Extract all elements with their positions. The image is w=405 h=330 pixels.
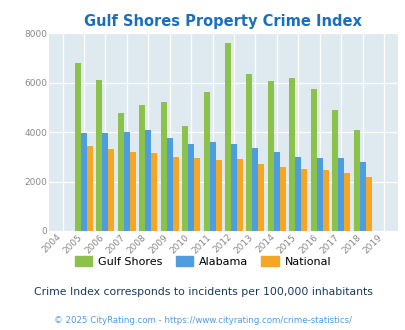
- Bar: [75, 63, 81, 231]
- Bar: [160, 102, 166, 231]
- Bar: [145, 130, 151, 231]
- Bar: [294, 157, 301, 231]
- Bar: [316, 158, 322, 231]
- Bar: [267, 81, 273, 231]
- Bar: [209, 142, 215, 231]
- Bar: [237, 159, 243, 231]
- Bar: [343, 173, 349, 231]
- Text: Crime Index corresponds to incidents per 100,000 inhabitants: Crime Index corresponds to incidents per…: [34, 287, 371, 297]
- Bar: [289, 78, 294, 231]
- Bar: [139, 105, 145, 231]
- Bar: [215, 160, 221, 231]
- Bar: [364, 177, 371, 231]
- Bar: [224, 43, 230, 231]
- Bar: [258, 164, 264, 231]
- Bar: [117, 114, 124, 231]
- Bar: [310, 89, 316, 231]
- Bar: [273, 152, 279, 231]
- Bar: [246, 74, 252, 231]
- Bar: [108, 149, 114, 231]
- Bar: [194, 158, 200, 231]
- Bar: [96, 80, 102, 231]
- Legend: Gulf Shores, Alabama, National: Gulf Shores, Alabama, National: [70, 251, 335, 271]
- Bar: [252, 148, 258, 231]
- Bar: [151, 153, 157, 231]
- Bar: [279, 167, 285, 231]
- Bar: [337, 158, 343, 231]
- Bar: [203, 92, 209, 231]
- Bar: [130, 152, 136, 231]
- Bar: [87, 146, 93, 231]
- Bar: [81, 133, 87, 231]
- Bar: [301, 169, 307, 231]
- Bar: [182, 126, 188, 231]
- Text: © 2025 CityRating.com - https://www.cityrating.com/crime-statistics/: © 2025 CityRating.com - https://www.city…: [54, 316, 351, 325]
- Bar: [359, 162, 364, 231]
- Bar: [353, 130, 359, 231]
- Bar: [188, 145, 194, 231]
- Bar: [230, 145, 237, 231]
- Title: Gulf Shores Property Crime Index: Gulf Shores Property Crime Index: [84, 14, 361, 29]
- Bar: [322, 170, 328, 231]
- Bar: [166, 138, 172, 231]
- Bar: [102, 133, 108, 231]
- Bar: [172, 157, 178, 231]
- Bar: [124, 132, 130, 231]
- Bar: [331, 110, 337, 231]
